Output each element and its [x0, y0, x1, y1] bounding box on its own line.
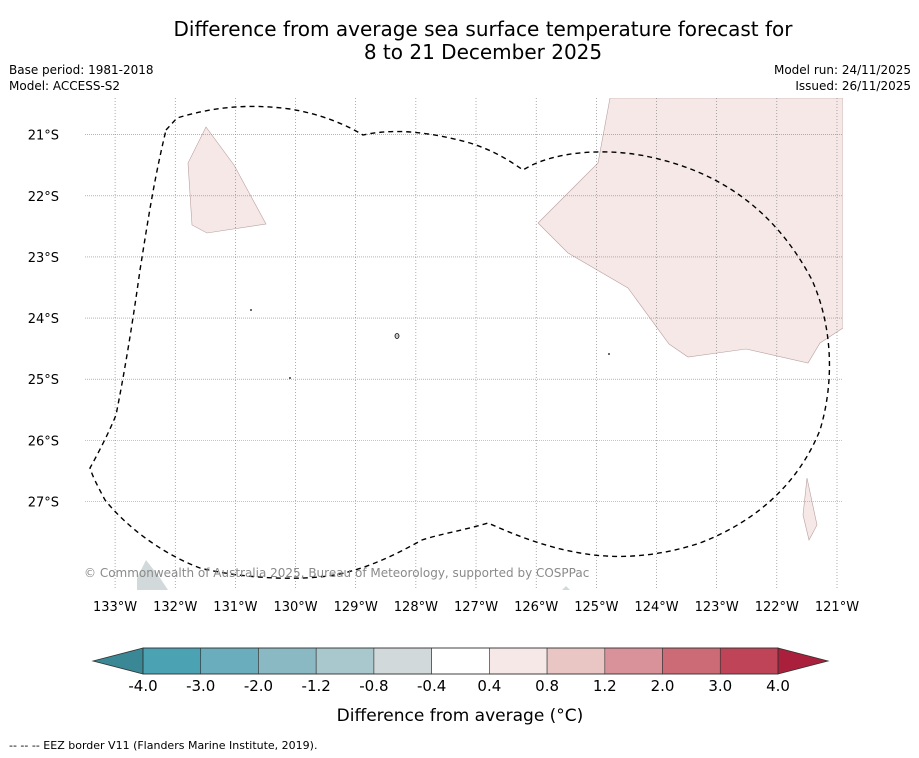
- issued-date: Issued: 26/11/2025: [795, 79, 911, 93]
- colorbar-outline: [142, 647, 779, 675]
- latitude-label: 21°S: [28, 129, 59, 144]
- colorbar-tick-label: 0.4: [477, 677, 501, 695]
- longitude-label: 133°W: [93, 600, 137, 615]
- colorbar-tick-label: -1.2: [302, 677, 331, 695]
- longitude-label: 121°W: [815, 600, 859, 615]
- longitude-label: 126°W: [514, 600, 558, 615]
- colorbar-tick-label: 1.2: [593, 677, 617, 695]
- title-line-2: 8 to 21 December 2025: [363, 40, 603, 64]
- colorbar-bin: [662, 647, 721, 675]
- map-title: Difference from average sea surface temp…: [100, 18, 866, 64]
- base-info: Base period: 1981-2018 Model: ACCESS-S2: [9, 62, 154, 94]
- longitude-label: 127°W: [454, 600, 498, 615]
- model-run: Model run: 24/11/2025: [773, 63, 911, 77]
- longitude-label: 132°W: [153, 600, 197, 615]
- base-period: Base period: 1981-2018: [9, 63, 154, 77]
- colorbar-tick-label: 0.8: [535, 677, 559, 695]
- colorbar-bin: [142, 647, 202, 675]
- latitude-label: 22°S: [28, 190, 59, 205]
- latitude-label: 26°S: [28, 434, 59, 449]
- latitude-label: 27°S: [28, 495, 59, 510]
- island: [608, 353, 610, 355]
- longitude-label: 124°W: [634, 600, 678, 615]
- warm-anomaly-patch-west: [187, 126, 267, 234]
- colorbar-tick-labels: -4.0 -3.0 -2.0 -1.2 -0.8 -0.4 0.4 0.8 1.2 2.0 3.0 4…: [128, 677, 790, 695]
- colorbar-tick-label: -3.0: [186, 677, 215, 695]
- colorbar-tick-label: -2.0: [244, 677, 273, 695]
- latitude-label: 23°S: [28, 251, 59, 266]
- latitude-label: 25°S: [28, 373, 59, 388]
- colorbar-bin: [719, 647, 779, 675]
- colorbar-bins: [142, 647, 779, 675]
- colorbar-tick-label: 2.0: [651, 677, 675, 695]
- latitude-labels: 21°S 22°S 23°S 24°S 25°S 26°S 27°S: [28, 129, 59, 511]
- colorbar-bin: [431, 647, 490, 675]
- run-info: Model run: 24/11/2025 Issued: 26/11/2025: [774, 62, 911, 94]
- colorbar: -4.0 -3.0 -2.0 -1.2 -0.8 -0.4 0.4 0.8 1.2 2.0 3.0 4…: [91, 647, 830, 726]
- longitude-label: 123°W: [695, 600, 739, 615]
- longitude-label: 130°W: [273, 600, 317, 615]
- colorbar-bin: [373, 647, 432, 675]
- title-line-1: Difference from average sea surface temp…: [173, 17, 793, 41]
- model-name: Model: ACCESS-S2: [9, 79, 121, 93]
- island: [250, 309, 252, 311]
- map-credit: © Commonwealth of Australia 2025, Bureau…: [84, 566, 589, 580]
- map-plot-area: © Commonwealth of Australia 2025, Bureau…: [84, 98, 843, 590]
- island: [394, 333, 400, 339]
- colorbar-tick-label: -4.0: [128, 677, 157, 695]
- colorbar-bin: [489, 647, 548, 675]
- footnote: -- -- -- EEZ border V11 (Flanders Marine…: [9, 739, 318, 752]
- colorbar-bin: [315, 647, 375, 675]
- cool-anomaly-patch-southwest: [137, 560, 168, 590]
- colorbar-bin: [258, 647, 317, 675]
- longitude-labels: 133°W 132°W 131°W 130°W 129°W 128°W 127°W 126°W…: [93, 600, 859, 615]
- longitude-label: 128°W: [394, 600, 438, 615]
- colorbar-title: Difference from average (°C): [337, 706, 584, 726]
- eez-border: [89, 105, 831, 579]
- warm-anomaly-patch-southeast: [802, 477, 818, 541]
- longitude-label: 122°W: [755, 600, 799, 615]
- colorbar-tick-label: 3.0: [708, 677, 732, 695]
- colorbar-tick-label: -0.4: [417, 677, 446, 695]
- island: [289, 377, 291, 379]
- longitude-label: 129°W: [334, 600, 378, 615]
- colorbar-bin: [546, 647, 606, 675]
- graticule: [85, 98, 843, 590]
- colorbar-over-extension: [777, 647, 830, 675]
- cool-anomaly-patch-south: [562, 586, 570, 590]
- colorbar-under-extension: [91, 647, 144, 675]
- latitude-label: 24°S: [28, 312, 59, 327]
- colorbar-bin: [200, 647, 259, 675]
- colorbar-bin: [604, 647, 663, 675]
- colorbar-tick-label: -0.8: [359, 677, 388, 695]
- colorbar-tick-label: 4.0: [766, 677, 790, 695]
- warm-anomaly-patch-east: [537, 98, 843, 364]
- longitude-label: 131°W: [213, 600, 257, 615]
- longitude-label: 125°W: [574, 600, 618, 615]
